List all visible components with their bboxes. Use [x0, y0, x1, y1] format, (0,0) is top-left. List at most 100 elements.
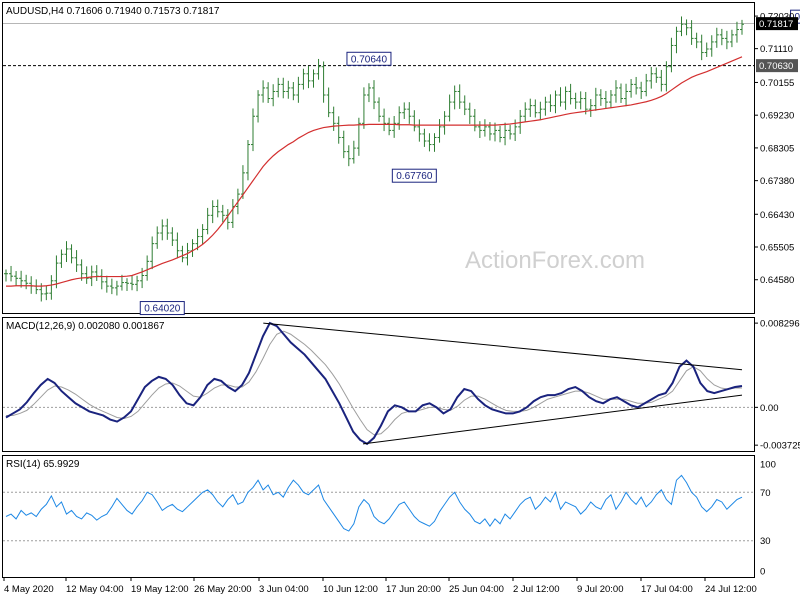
price-bar — [568, 83, 573, 105]
price-bar — [74, 250, 79, 272]
price-bar — [719, 28, 724, 46]
price-bar — [321, 61, 326, 103]
price-bar — [256, 90, 261, 123]
price-bar — [94, 265, 99, 282]
price-bar — [498, 125, 503, 143]
level-line-label: 0.70630 — [756, 59, 798, 73]
price-tick-label: 0.70155 — [760, 78, 794, 89]
rsi-tick-label: 100 — [760, 460, 776, 471]
watermark: ActionForex.com — [465, 247, 645, 274]
price-bar — [447, 94, 452, 122]
x-tick-label: 4 May 2020 — [4, 584, 54, 595]
price-bar — [170, 227, 175, 247]
price-bar — [482, 119, 487, 137]
price-bar — [331, 106, 336, 131]
moving-average-line — [6, 56, 743, 287]
price-bar — [49, 275, 54, 300]
price-panel-frame — [2, 2, 755, 314]
price-bar — [558, 87, 563, 107]
price-bar — [135, 275, 140, 292]
price-bar — [593, 87, 598, 111]
price-bar — [44, 285, 49, 301]
price-bar — [699, 34, 704, 61]
price-bar — [64, 241, 69, 263]
price-bar — [462, 95, 467, 116]
price-bar — [417, 119, 422, 142]
price-bar — [472, 108, 477, 132]
price-bar — [588, 99, 593, 117]
price-tick-label: 0.69230 — [760, 111, 794, 122]
price-bar — [659, 69, 664, 92]
price-bar — [34, 279, 39, 295]
price-bar — [649, 66, 654, 89]
price-bar — [543, 96, 548, 116]
price-bar — [578, 91, 583, 110]
price-annotation: 0.67760 — [391, 168, 437, 183]
price-bar — [150, 236, 155, 270]
rsi-panel-frame — [2, 455, 755, 578]
price-bar — [205, 207, 210, 235]
rsi-tick-label: 0 — [760, 567, 765, 578]
price-bar — [296, 76, 301, 103]
price-bar — [634, 76, 639, 95]
x-tick-label: 12 May 04:00 — [66, 584, 124, 595]
price-bar — [654, 67, 659, 83]
price-bar — [548, 94, 553, 112]
price-bar — [452, 85, 457, 110]
price-bar — [372, 80, 376, 110]
svg-text:0.71817: 0.71817 — [759, 19, 793, 30]
x-tick-label: 17 Jun 20:00 — [386, 584, 441, 595]
price-bar — [165, 218, 170, 240]
svg-text:0.67760: 0.67760 — [396, 171, 433, 182]
price-bar — [392, 116, 397, 138]
price-bar — [538, 101, 543, 121]
price-bar — [210, 200, 215, 224]
macd-tick-label: 0.00 — [760, 403, 779, 414]
last-price-label: 0.71817 — [756, 17, 798, 31]
price-bar — [99, 269, 104, 290]
price-bar — [29, 276, 34, 294]
price-tick-label: 0.71110 — [760, 44, 793, 55]
x-tick-label: 3 Jun 04:00 — [259, 584, 309, 595]
price-bar — [422, 128, 427, 147]
price-bar — [608, 90, 613, 109]
price-bar — [266, 82, 271, 103]
price-bar — [311, 69, 316, 88]
price-bar — [341, 130, 346, 159]
price-bar — [583, 91, 588, 115]
price-bar — [644, 73, 649, 97]
rsi-tick-label: 70 — [760, 488, 771, 499]
price-bar — [518, 109, 523, 134]
price-bar — [356, 117, 361, 156]
price-bar — [200, 224, 205, 245]
price-bar — [397, 106, 402, 130]
price-bar — [175, 232, 180, 259]
price-bar — [361, 87, 366, 129]
macd-tick-label: -0.003725 — [760, 441, 800, 452]
price-bar — [432, 133, 437, 152]
x-tick-label: 10 Jun 12:00 — [323, 584, 378, 595]
x-tick-label: 24 Jul 12:00 — [705, 584, 757, 595]
price-bar — [69, 244, 74, 264]
price-bar — [4, 269, 8, 282]
x-tick-label: 19 May 12:00 — [131, 584, 189, 595]
price-bar — [387, 117, 392, 136]
x-tick-label: 25 Jun 04:00 — [449, 584, 504, 595]
price-bar — [528, 98, 533, 117]
rsi-line — [5, 474, 743, 532]
price-bar — [145, 255, 150, 281]
price-annotation: 0.70640 — [346, 51, 392, 66]
price-bar — [467, 102, 472, 124]
price-bar — [79, 259, 84, 281]
price-tick-label: 0.66430 — [760, 210, 794, 221]
price-bar — [155, 226, 160, 249]
price-bar — [679, 16, 684, 37]
price-bar — [19, 270, 24, 288]
price-bar — [734, 21, 739, 43]
price-bar — [629, 79, 634, 98]
price-bar — [109, 278, 114, 295]
price-bar — [261, 80, 266, 103]
macd-line — [5, 321, 743, 446]
price-bar — [130, 275, 135, 291]
price-bar — [442, 111, 447, 135]
